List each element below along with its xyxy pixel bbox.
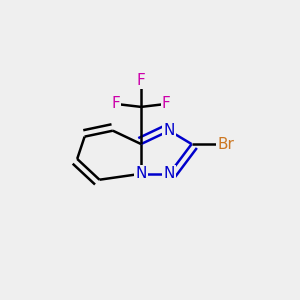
Text: F: F [162,96,171,111]
Text: F: F [111,96,120,111]
Text: N: N [164,123,175,138]
Text: Br: Br [218,136,234,152]
Text: N: N [135,166,147,181]
Text: N: N [164,166,175,181]
Text: F: F [137,73,146,88]
